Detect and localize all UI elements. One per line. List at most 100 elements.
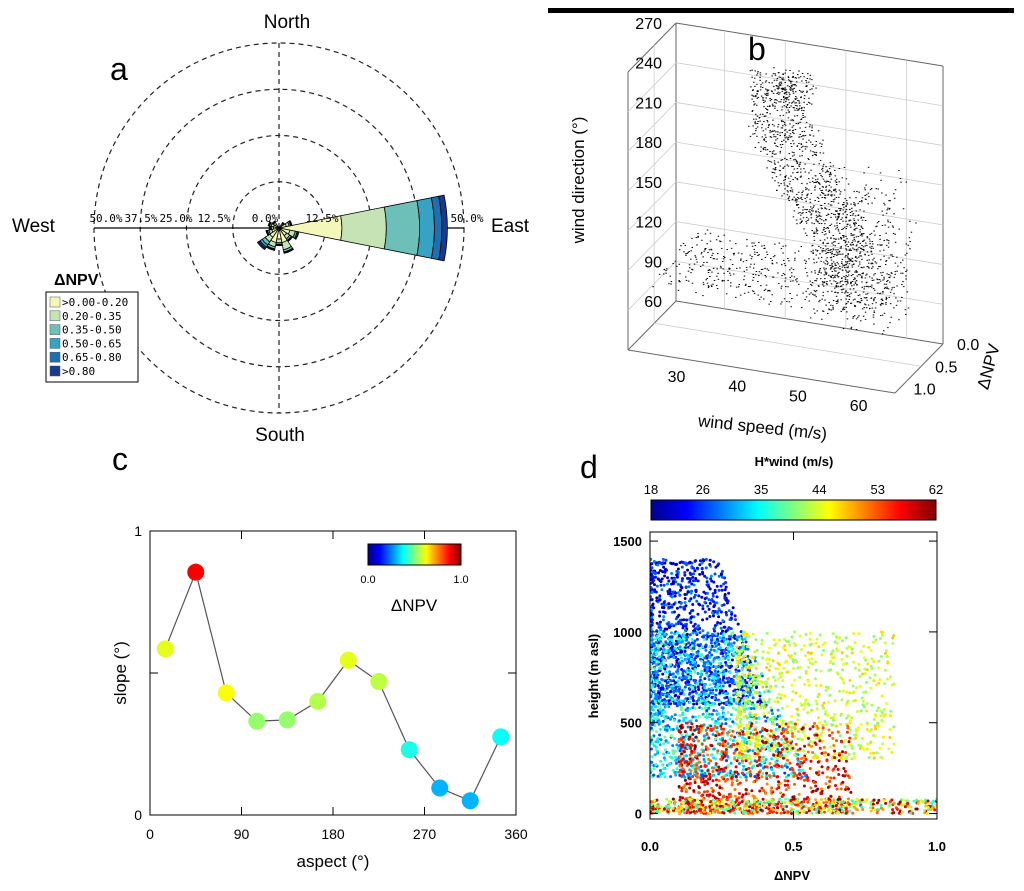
b-point [778, 101, 780, 103]
d-point [797, 713, 801, 717]
d-point [650, 641, 653, 645]
b-point [813, 182, 815, 184]
d-point [736, 680, 740, 684]
b-point [824, 278, 826, 280]
b-point [815, 154, 817, 156]
b-point [793, 83, 795, 85]
d-point [742, 743, 746, 747]
d-point [714, 656, 718, 660]
b-point [802, 292, 804, 294]
d-point [690, 649, 694, 653]
b-point [858, 240, 860, 242]
b-point [853, 284, 855, 286]
b-point [781, 275, 783, 277]
b-point [744, 284, 747, 286]
b-point [800, 307, 803, 309]
d-point [683, 571, 687, 575]
b-point [766, 112, 769, 114]
d-point [696, 612, 700, 616]
b-point [672, 263, 674, 265]
d-point [721, 709, 725, 713]
b-point [780, 99, 783, 101]
b-point [778, 169, 781, 171]
b-point [901, 259, 904, 261]
b-point [815, 296, 817, 298]
b-point [825, 282, 828, 284]
b-point [828, 168, 831, 170]
b-point [800, 197, 802, 199]
legend-label-0: >0.00-0.20 [62, 296, 128, 309]
b-point [910, 231, 913, 233]
b-point [866, 244, 868, 246]
b-point [796, 281, 798, 283]
d-point [668, 670, 672, 674]
b-point [855, 271, 857, 273]
b-point [782, 88, 785, 90]
b-point [858, 301, 860, 303]
b-point [778, 185, 781, 187]
b-point [791, 84, 794, 86]
d-point [658, 667, 662, 671]
d-point [872, 718, 876, 722]
d-point [660, 772, 664, 776]
d-point [715, 610, 719, 614]
d-point [784, 749, 788, 753]
d-point [710, 717, 714, 721]
d-point [692, 595, 696, 599]
d-point [762, 712, 766, 716]
b-point [811, 208, 813, 210]
panel-a-label: a [110, 51, 128, 87]
d-point [711, 691, 715, 695]
b-point [847, 253, 849, 255]
d-point [652, 676, 656, 680]
b-point [908, 237, 911, 239]
b-point [870, 263, 872, 265]
b-point [902, 208, 905, 210]
b-point [756, 135, 758, 137]
d-point [704, 648, 708, 652]
b-point [779, 165, 782, 167]
b-point [764, 288, 767, 290]
b-point [856, 191, 858, 193]
b-point [764, 93, 766, 95]
b-point [846, 262, 848, 264]
d-point [752, 703, 756, 707]
b-point [739, 294, 742, 296]
b-point [798, 136, 800, 138]
d-point [676, 591, 680, 595]
b-point [798, 148, 801, 150]
b-point [685, 279, 688, 281]
d-point [727, 609, 731, 613]
d-point [876, 706, 880, 710]
b-point [870, 232, 873, 234]
d-point [771, 712, 775, 716]
b-point [739, 259, 742, 261]
b-point [834, 198, 836, 200]
b-point [870, 247, 873, 249]
d-point [735, 716, 739, 720]
d-point [677, 719, 681, 723]
b-point [797, 283, 800, 285]
b-point [765, 276, 767, 278]
b-point [696, 244, 698, 246]
b-point [851, 242, 853, 244]
b-point [760, 285, 762, 287]
b-point [783, 259, 785, 261]
b-point [704, 249, 706, 251]
b-point [811, 129, 813, 131]
b-point [907, 244, 910, 246]
box-grid-dir-3 [627, 141, 944, 192]
b-point [814, 175, 817, 177]
d-point [713, 572, 717, 576]
d-point [773, 700, 777, 704]
b-point [781, 77, 783, 79]
b-point [871, 253, 873, 255]
d-point [717, 722, 721, 726]
b-point [788, 301, 791, 303]
d-point [737, 701, 741, 705]
b-point [749, 266, 751, 268]
b-point [819, 239, 822, 241]
d-point [701, 607, 705, 611]
b-point [806, 272, 808, 274]
d-point [709, 662, 713, 666]
